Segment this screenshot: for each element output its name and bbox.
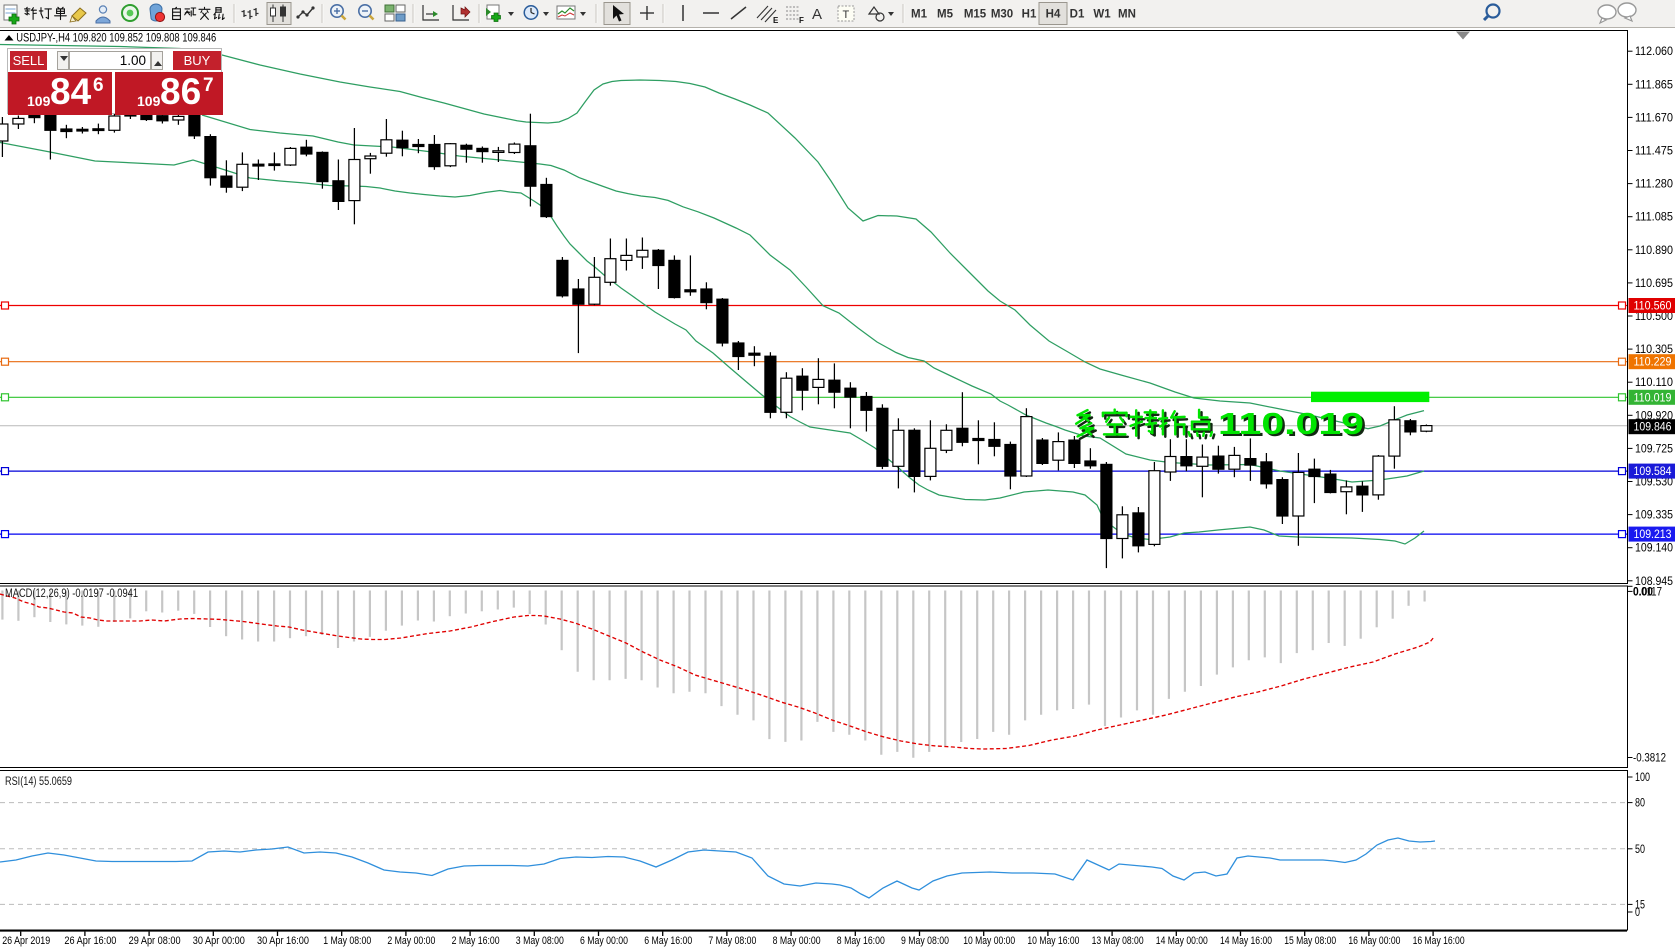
svg-text:111.670: 111.670 xyxy=(1635,112,1673,124)
svg-text:-0.3812: -0.3812 xyxy=(1633,753,1666,765)
svg-text:110.110: 110.110 xyxy=(1635,377,1673,389)
svg-text:26 Apr 16:00: 26 Apr 16:00 xyxy=(64,935,116,947)
svg-text:9 May 08:00: 9 May 08:00 xyxy=(901,935,949,947)
svg-text:M30: M30 xyxy=(991,9,1013,21)
svg-text:MN: MN xyxy=(1118,9,1136,21)
svg-text:M5: M5 xyxy=(937,9,954,21)
svg-text:M1: M1 xyxy=(911,9,928,21)
svg-text:14 May 16:00: 14 May 16:00 xyxy=(1220,935,1272,947)
svg-text:109.335: 109.335 xyxy=(1635,510,1673,522)
svg-text:2 May 16:00: 2 May 16:00 xyxy=(452,935,500,947)
svg-text:110.305: 110.305 xyxy=(1635,344,1673,356)
svg-text:108.945: 108.945 xyxy=(1635,576,1673,588)
svg-text:111.280: 111.280 xyxy=(1635,179,1673,191)
svg-text:3 May 08:00: 3 May 08:00 xyxy=(516,935,564,947)
svg-text:110.560: 110.560 xyxy=(1634,301,1672,313)
svg-text:30 Apr 16:00: 30 Apr 16:00 xyxy=(257,935,309,947)
svg-text:8 May 16:00: 8 May 16:00 xyxy=(837,935,885,947)
svg-text:2 May 00:00: 2 May 00:00 xyxy=(387,935,435,947)
svg-text:10 May 00:00: 10 May 00:00 xyxy=(963,935,1015,947)
svg-text:109.213: 109.213 xyxy=(1634,529,1672,541)
svg-text:111.085: 111.085 xyxy=(1635,212,1673,224)
svg-text:8 May 00:00: 8 May 00:00 xyxy=(773,935,821,947)
svg-text:30 Apr 00:00: 30 Apr 00:00 xyxy=(193,935,245,947)
svg-text:110.500: 110.500 xyxy=(1635,311,1673,323)
svg-text:110.229: 110.229 xyxy=(1634,357,1672,369)
svg-text:1 May 08:00: 1 May 08:00 xyxy=(323,935,371,947)
svg-text:RSI(14) 55.0659: RSI(14) 55.0659 xyxy=(5,776,72,788)
svg-text:109.846: 109.846 xyxy=(1634,422,1672,434)
svg-text:110.019: 110.019 xyxy=(1220,409,1366,443)
svg-text:16 May 16:00: 16 May 16:00 xyxy=(1413,935,1465,947)
svg-text:15: 15 xyxy=(1635,899,1645,911)
svg-text:50: 50 xyxy=(1635,844,1645,856)
svg-text:E: E xyxy=(773,16,779,25)
svg-text:D1: D1 xyxy=(1070,9,1085,21)
svg-text:112.060: 112.060 xyxy=(1635,46,1673,58)
svg-text:USDJPY-,H4 109.820 109.852 10: USDJPY-,H4 109.820 109.852 109.808 109.8… xyxy=(16,33,216,45)
svg-text:111.865: 111.865 xyxy=(1635,79,1673,91)
svg-text:14 May 00:00: 14 May 00:00 xyxy=(1156,935,1208,947)
svg-text:0.0117: 0.0117 xyxy=(1633,587,1662,599)
svg-text:111.475: 111.475 xyxy=(1635,146,1673,158)
svg-text:6 May 16:00: 6 May 16:00 xyxy=(644,935,692,947)
svg-text:110.019: 110.019 xyxy=(1218,407,1364,441)
svg-text:15 May 08:00: 15 May 08:00 xyxy=(1284,935,1336,947)
svg-text:10 May 16:00: 10 May 16:00 xyxy=(1027,935,1079,947)
svg-text:80: 80 xyxy=(1635,798,1645,810)
svg-text:F: F xyxy=(799,16,804,25)
svg-text:7 May 08:00: 7 May 08:00 xyxy=(708,935,756,947)
svg-text:T: T xyxy=(843,9,850,21)
svg-text:26 Apr 2019: 26 Apr 2019 xyxy=(2,935,50,947)
svg-text:109.725: 109.725 xyxy=(1635,443,1673,455)
svg-text:A: A xyxy=(812,6,822,23)
svg-text:0.00: 0.00 xyxy=(1633,587,1653,599)
svg-text:MACD(12,26,9) -0.0197 -0.0941: MACD(12,26,9) -0.0197 -0.0941 xyxy=(5,588,138,600)
svg-text:110.019: 110.019 xyxy=(1634,392,1672,404)
svg-text:110.695: 110.695 xyxy=(1635,278,1673,290)
svg-text:0: 0 xyxy=(1635,907,1640,919)
svg-text:H1: H1 xyxy=(1022,9,1037,21)
svg-text:109.530: 109.530 xyxy=(1635,477,1673,489)
svg-text:100: 100 xyxy=(1635,772,1650,784)
svg-text:16 May 00:00: 16 May 00:00 xyxy=(1348,935,1400,947)
svg-text:M15: M15 xyxy=(964,9,987,21)
svg-text:H4: H4 xyxy=(1046,9,1061,21)
svg-text:110.890: 110.890 xyxy=(1635,245,1673,257)
svg-text:13 May 08:00: 13 May 08:00 xyxy=(1092,935,1144,947)
svg-text:6 May 00:00: 6 May 00:00 xyxy=(580,935,628,947)
svg-text:W1: W1 xyxy=(1093,9,1111,21)
svg-text:29 Apr 08:00: 29 Apr 08:00 xyxy=(129,935,181,947)
svg-text:109.584: 109.584 xyxy=(1634,466,1673,478)
svg-text:109.140: 109.140 xyxy=(1635,543,1673,555)
